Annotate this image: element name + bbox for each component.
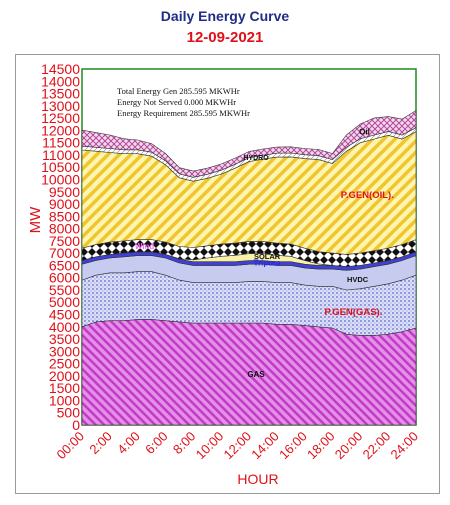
y-tick-label: 2000 [49, 368, 80, 384]
y-tick-label: 3000 [49, 343, 80, 359]
y-tick-label: 1500 [49, 380, 80, 396]
y-tick-label: 8500 [49, 208, 80, 224]
y-tick-label: 14500 [41, 61, 80, 77]
y-tick-label: 4000 [49, 319, 80, 335]
y-tick-label: 10000 [41, 172, 80, 188]
x-tick-label: 2:00 [86, 429, 115, 458]
y-tick-label: 5500 [49, 282, 80, 298]
series-label: P.GEN(OIL). [341, 190, 394, 201]
y-tick-label: 13500 [41, 86, 80, 102]
chart-subtitle: 12-09-2021 [186, 29, 264, 46]
y-tick-label: 1000 [49, 392, 80, 408]
y-tick-label: 13000 [41, 98, 80, 114]
y-tick-label: 14000 [41, 73, 80, 89]
series-label: HYDRO [243, 155, 269, 162]
x-tick-label: 4:00 [114, 429, 143, 458]
x-axis-ticks: 00:00 2:00 4:00 6:00 8:0010:0012:0014:0016:0… [54, 429, 422, 463]
x-tick-label: 10:00 [193, 429, 227, 463]
y-tick-label: 6000 [49, 270, 80, 286]
y-tick-label: 4500 [49, 307, 80, 323]
x-tick-label: 00:00 [54, 429, 88, 463]
y-tick-label: 8000 [49, 221, 80, 237]
y-tick-label: 11000 [42, 147, 80, 163]
series-label: GAS [247, 370, 265, 379]
y-axis-ticks: 0500100015002000250030003500400045005000… [41, 61, 80, 433]
x-tick-label: 12:00 [221, 429, 255, 463]
y-axis-label: MW [27, 206, 44, 233]
y-tick-label: 3500 [49, 331, 80, 347]
area-layers [81, 109, 417, 426]
x-tick-label: 16:00 [276, 429, 310, 463]
annotation-total-gen: Total Energy Gen 285.595 MKWHr [117, 86, 240, 96]
x-tick-label: 22:00 [360, 429, 394, 463]
y-tick-label: 2500 [49, 356, 80, 372]
y-tick-label: 12000 [41, 122, 80, 138]
y-tick-label: 7000 [49, 245, 80, 261]
series-label: HVDC [347, 275, 369, 284]
area-series-8 [81, 109, 417, 178]
x-tick-label: 18:00 [304, 429, 338, 463]
y-tick-label: 0 [72, 417, 80, 433]
x-tick-label: 20:00 [332, 429, 366, 463]
y-tick-label: 9500 [49, 184, 80, 200]
chart-title: Daily Energy Curve [160, 8, 290, 24]
x-tick-label: 24:00 [388, 429, 422, 463]
series-label: SOLAR [254, 252, 281, 261]
series-label: Wind [135, 242, 155, 251]
y-tick-label: 6500 [49, 257, 80, 273]
y-tick-label: 10500 [41, 159, 80, 175]
x-tick-label: 6:00 [142, 429, 171, 458]
series-label: P.GEN(GAS). [324, 307, 382, 318]
x-axis-label: HOUR [237, 471, 278, 487]
y-tick-label: 12500 [41, 110, 80, 126]
chart-frame [15, 54, 440, 494]
y-tick-label: 7500 [49, 233, 80, 249]
x-tick-label: 14:00 [248, 429, 282, 463]
y-tick-label: 500 [57, 405, 81, 421]
y-tick-label: 9000 [49, 196, 80, 212]
series-label: Oil [359, 127, 370, 136]
annotation-requirement: Energy Requirement 285.595 MKWHr [117, 108, 250, 118]
y-tick-label: 11500 [42, 135, 80, 151]
series-label: Tripura [254, 258, 282, 267]
y-tick-label: 5000 [49, 294, 80, 310]
annotation-not-served: Energy Not Served 0.000 MKWHr [117, 97, 236, 107]
